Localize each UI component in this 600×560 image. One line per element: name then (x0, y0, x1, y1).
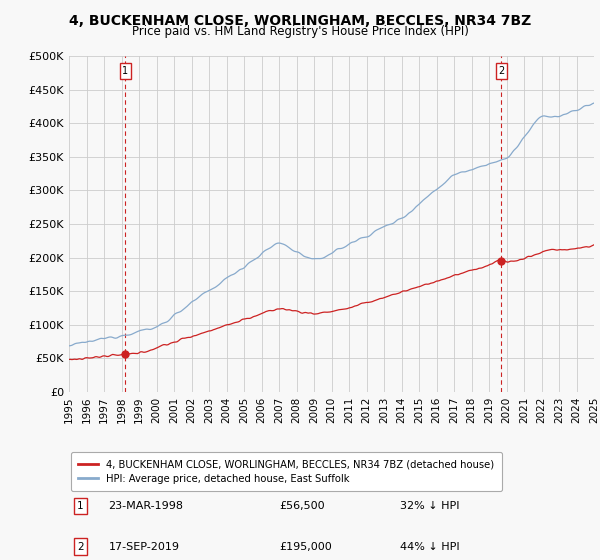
Text: 2: 2 (77, 542, 84, 552)
Text: 17-SEP-2019: 17-SEP-2019 (109, 542, 179, 552)
Text: 1: 1 (122, 66, 128, 76)
Text: Price paid vs. HM Land Registry's House Price Index (HPI): Price paid vs. HM Land Registry's House … (131, 25, 469, 38)
Text: 2: 2 (499, 66, 505, 76)
Text: £195,000: £195,000 (279, 542, 332, 552)
Text: 32% ↓ HPI: 32% ↓ HPI (400, 501, 459, 511)
Text: £56,500: £56,500 (279, 501, 325, 511)
Text: 44% ↓ HPI: 44% ↓ HPI (400, 542, 460, 552)
Text: 4, BUCKENHAM CLOSE, WORLINGHAM, BECCLES, NR34 7BZ: 4, BUCKENHAM CLOSE, WORLINGHAM, BECCLES,… (69, 14, 531, 28)
Legend: 4, BUCKENHAM CLOSE, WORLINGHAM, BECCLES, NR34 7BZ (detached house), HPI: Average: 4, BUCKENHAM CLOSE, WORLINGHAM, BECCLES,… (71, 452, 502, 491)
Text: 23-MAR-1998: 23-MAR-1998 (109, 501, 184, 511)
Text: 1: 1 (77, 501, 84, 511)
